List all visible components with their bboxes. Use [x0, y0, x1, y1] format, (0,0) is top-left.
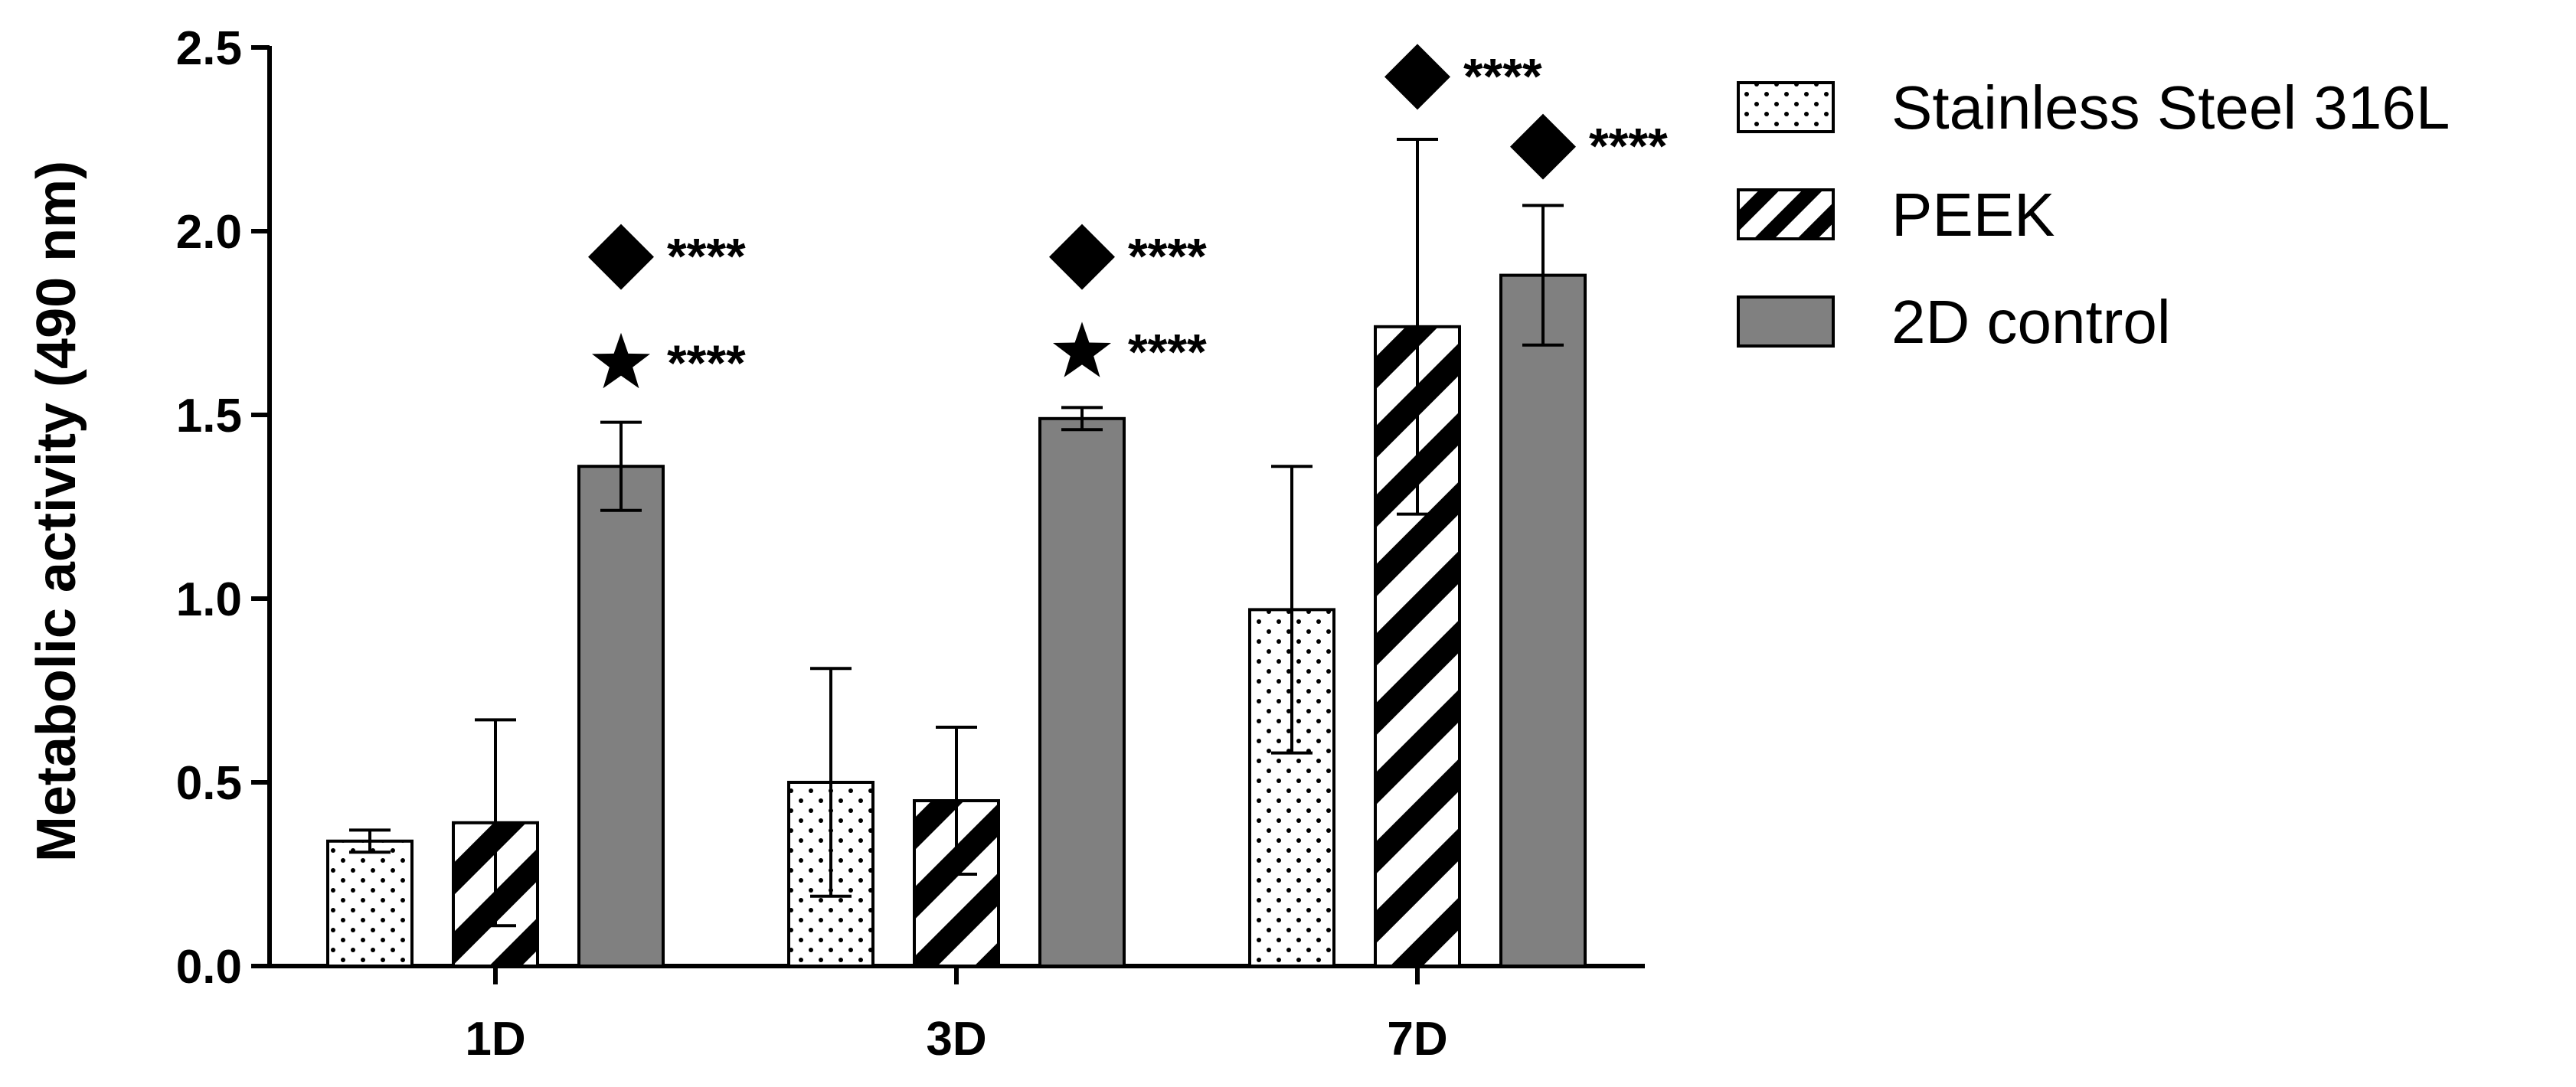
- x-axis: 1D 3D 7D: [267, 964, 1645, 1066]
- y-tick-label: 2.0: [176, 206, 242, 259]
- error-bars: [349, 138, 1564, 928]
- legend: Stainless Steel 316L PEEK 2D control: [1737, 73, 2450, 356]
- significance-label: ****: [667, 335, 746, 391]
- bar: [1038, 416, 1126, 968]
- legend-label: 2D control: [1891, 288, 2171, 356]
- diamond-icon: [588, 224, 654, 290]
- significance-label: ****: [1463, 47, 1542, 104]
- diamond-icon: [1510, 113, 1576, 180]
- legend-label: Stainless Steel 316L: [1891, 73, 2450, 142]
- y-axis: 0.0 0.5 1.0 1.5 2.0 2.5: [176, 22, 272, 994]
- legend-label: PEEK: [1891, 181, 2055, 249]
- y-tick-label: 0.0: [176, 941, 242, 994]
- diamond-icon: [1049, 224, 1115, 290]
- significance-annotations: **** **** **** **** **** ****: [588, 44, 1668, 391]
- significance-label: ****: [1589, 118, 1668, 175]
- y-axis-label: Metabolic activity (490 nm): [26, 161, 87, 862]
- star-icon: [1053, 322, 1111, 377]
- star-icon: [592, 332, 650, 389]
- y-tick-label: 1.5: [176, 390, 242, 442]
- significance-label: ****: [1128, 323, 1207, 380]
- y-tick-label: 0.5: [176, 757, 242, 810]
- bar: [577, 465, 665, 968]
- significance-label: ****: [667, 228, 746, 285]
- y-tick-label: 1.0: [176, 573, 242, 626]
- legend-swatch: [1737, 295, 1835, 348]
- diamond-icon: [1384, 44, 1450, 110]
- x-tick-label: 3D: [926, 1013, 986, 1066]
- y-tick-label: 2.5: [176, 22, 242, 75]
- x-tick-label: 7D: [1387, 1013, 1447, 1066]
- significance-label: ****: [1128, 228, 1207, 285]
- bar: [1499, 273, 1587, 968]
- legend-swatch: [1737, 81, 1835, 133]
- bar: [326, 839, 414, 968]
- bars: [326, 273, 1587, 968]
- x-tick-label: 1D: [465, 1013, 525, 1066]
- legend-swatch: [1737, 188, 1835, 240]
